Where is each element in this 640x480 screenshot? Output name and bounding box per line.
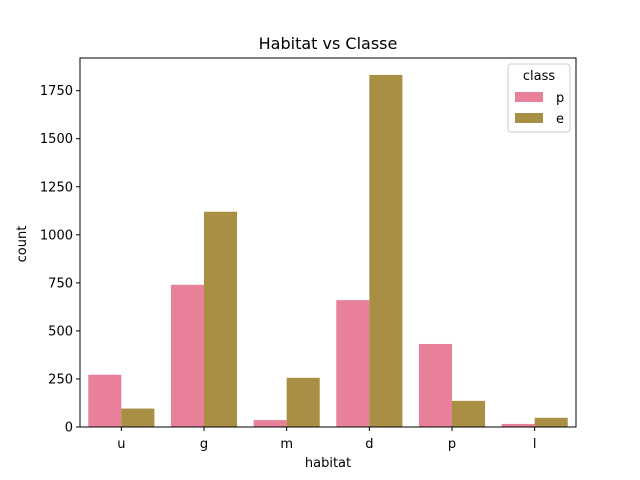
bar-p-g [170, 284, 204, 427]
bar-p-l [501, 423, 535, 427]
bar-e-g [204, 211, 238, 427]
bar-e-p [452, 400, 486, 427]
legend-swatch-p [515, 92, 543, 102]
y-tick-label: 250 [48, 372, 73, 387]
bar-p-m [253, 420, 287, 427]
legend-entries: pe [515, 91, 564, 127]
legend: class pe [507, 63, 571, 133]
x-tick-label: l [533, 437, 537, 452]
y-tick-label: 1250 [40, 180, 73, 195]
bar-e-u [121, 408, 155, 427]
x-axis-label: habitat [305, 456, 351, 471]
x-tick-label: m [280, 437, 293, 452]
bar-e-m [286, 377, 320, 427]
ticks-layer: 0 250 500 750 1000 1250 1500 1750 u g m d p l [40, 84, 537, 452]
y-tick-label: 1000 [40, 228, 73, 243]
chart-title: Habitat vs Classe [259, 34, 398, 53]
y-axis-label: count [15, 226, 30, 263]
x-tick-label: p [448, 437, 456, 452]
legend-swatch-e [515, 113, 543, 123]
bar-p-d [336, 300, 370, 427]
x-tick-label: u [117, 437, 125, 452]
bars-layer [88, 74, 568, 427]
legend-title: class [523, 69, 555, 84]
x-tick-label: g [200, 437, 208, 452]
y-tick-label: 1500 [40, 132, 73, 147]
bar-e-d [369, 74, 403, 427]
plot-frame [79, 57, 577, 428]
y-tick-label: 750 [48, 276, 73, 291]
axes-layer [79, 57, 577, 428]
y-tick-label: 500 [48, 324, 73, 339]
x-tick-label: d [365, 437, 373, 452]
legend-label-p: p [556, 91, 564, 106]
legend-label-e: e [556, 112, 564, 127]
bar-p-u [88, 374, 122, 427]
bar-p-p [418, 343, 452, 427]
bar-e-l [534, 417, 568, 427]
y-tick-label: 1750 [40, 84, 73, 99]
y-tick-label: 0 [65, 421, 73, 436]
